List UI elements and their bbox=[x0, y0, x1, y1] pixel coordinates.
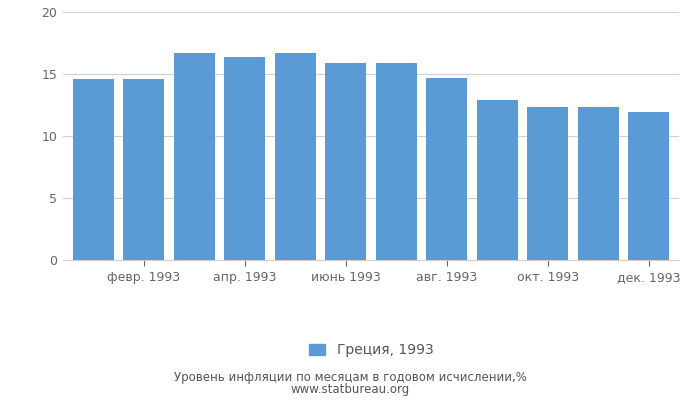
Bar bbox=[325, 63, 367, 260]
Bar bbox=[274, 53, 316, 260]
Bar bbox=[477, 100, 518, 260]
Bar bbox=[578, 108, 619, 260]
Legend: Греция, 1993: Греция, 1993 bbox=[309, 343, 433, 357]
Bar bbox=[174, 53, 215, 260]
Bar bbox=[224, 57, 265, 260]
Bar bbox=[527, 108, 568, 260]
Bar bbox=[123, 79, 164, 260]
Bar bbox=[375, 63, 417, 260]
Text: www.statbureau.org: www.statbureau.org bbox=[290, 384, 410, 396]
Text: Уровень инфляции по месяцам в годовом исчислении,%: Уровень инфляции по месяцам в годовом ис… bbox=[174, 372, 526, 384]
Bar bbox=[73, 79, 114, 260]
Bar bbox=[426, 78, 468, 260]
Bar bbox=[628, 112, 669, 260]
